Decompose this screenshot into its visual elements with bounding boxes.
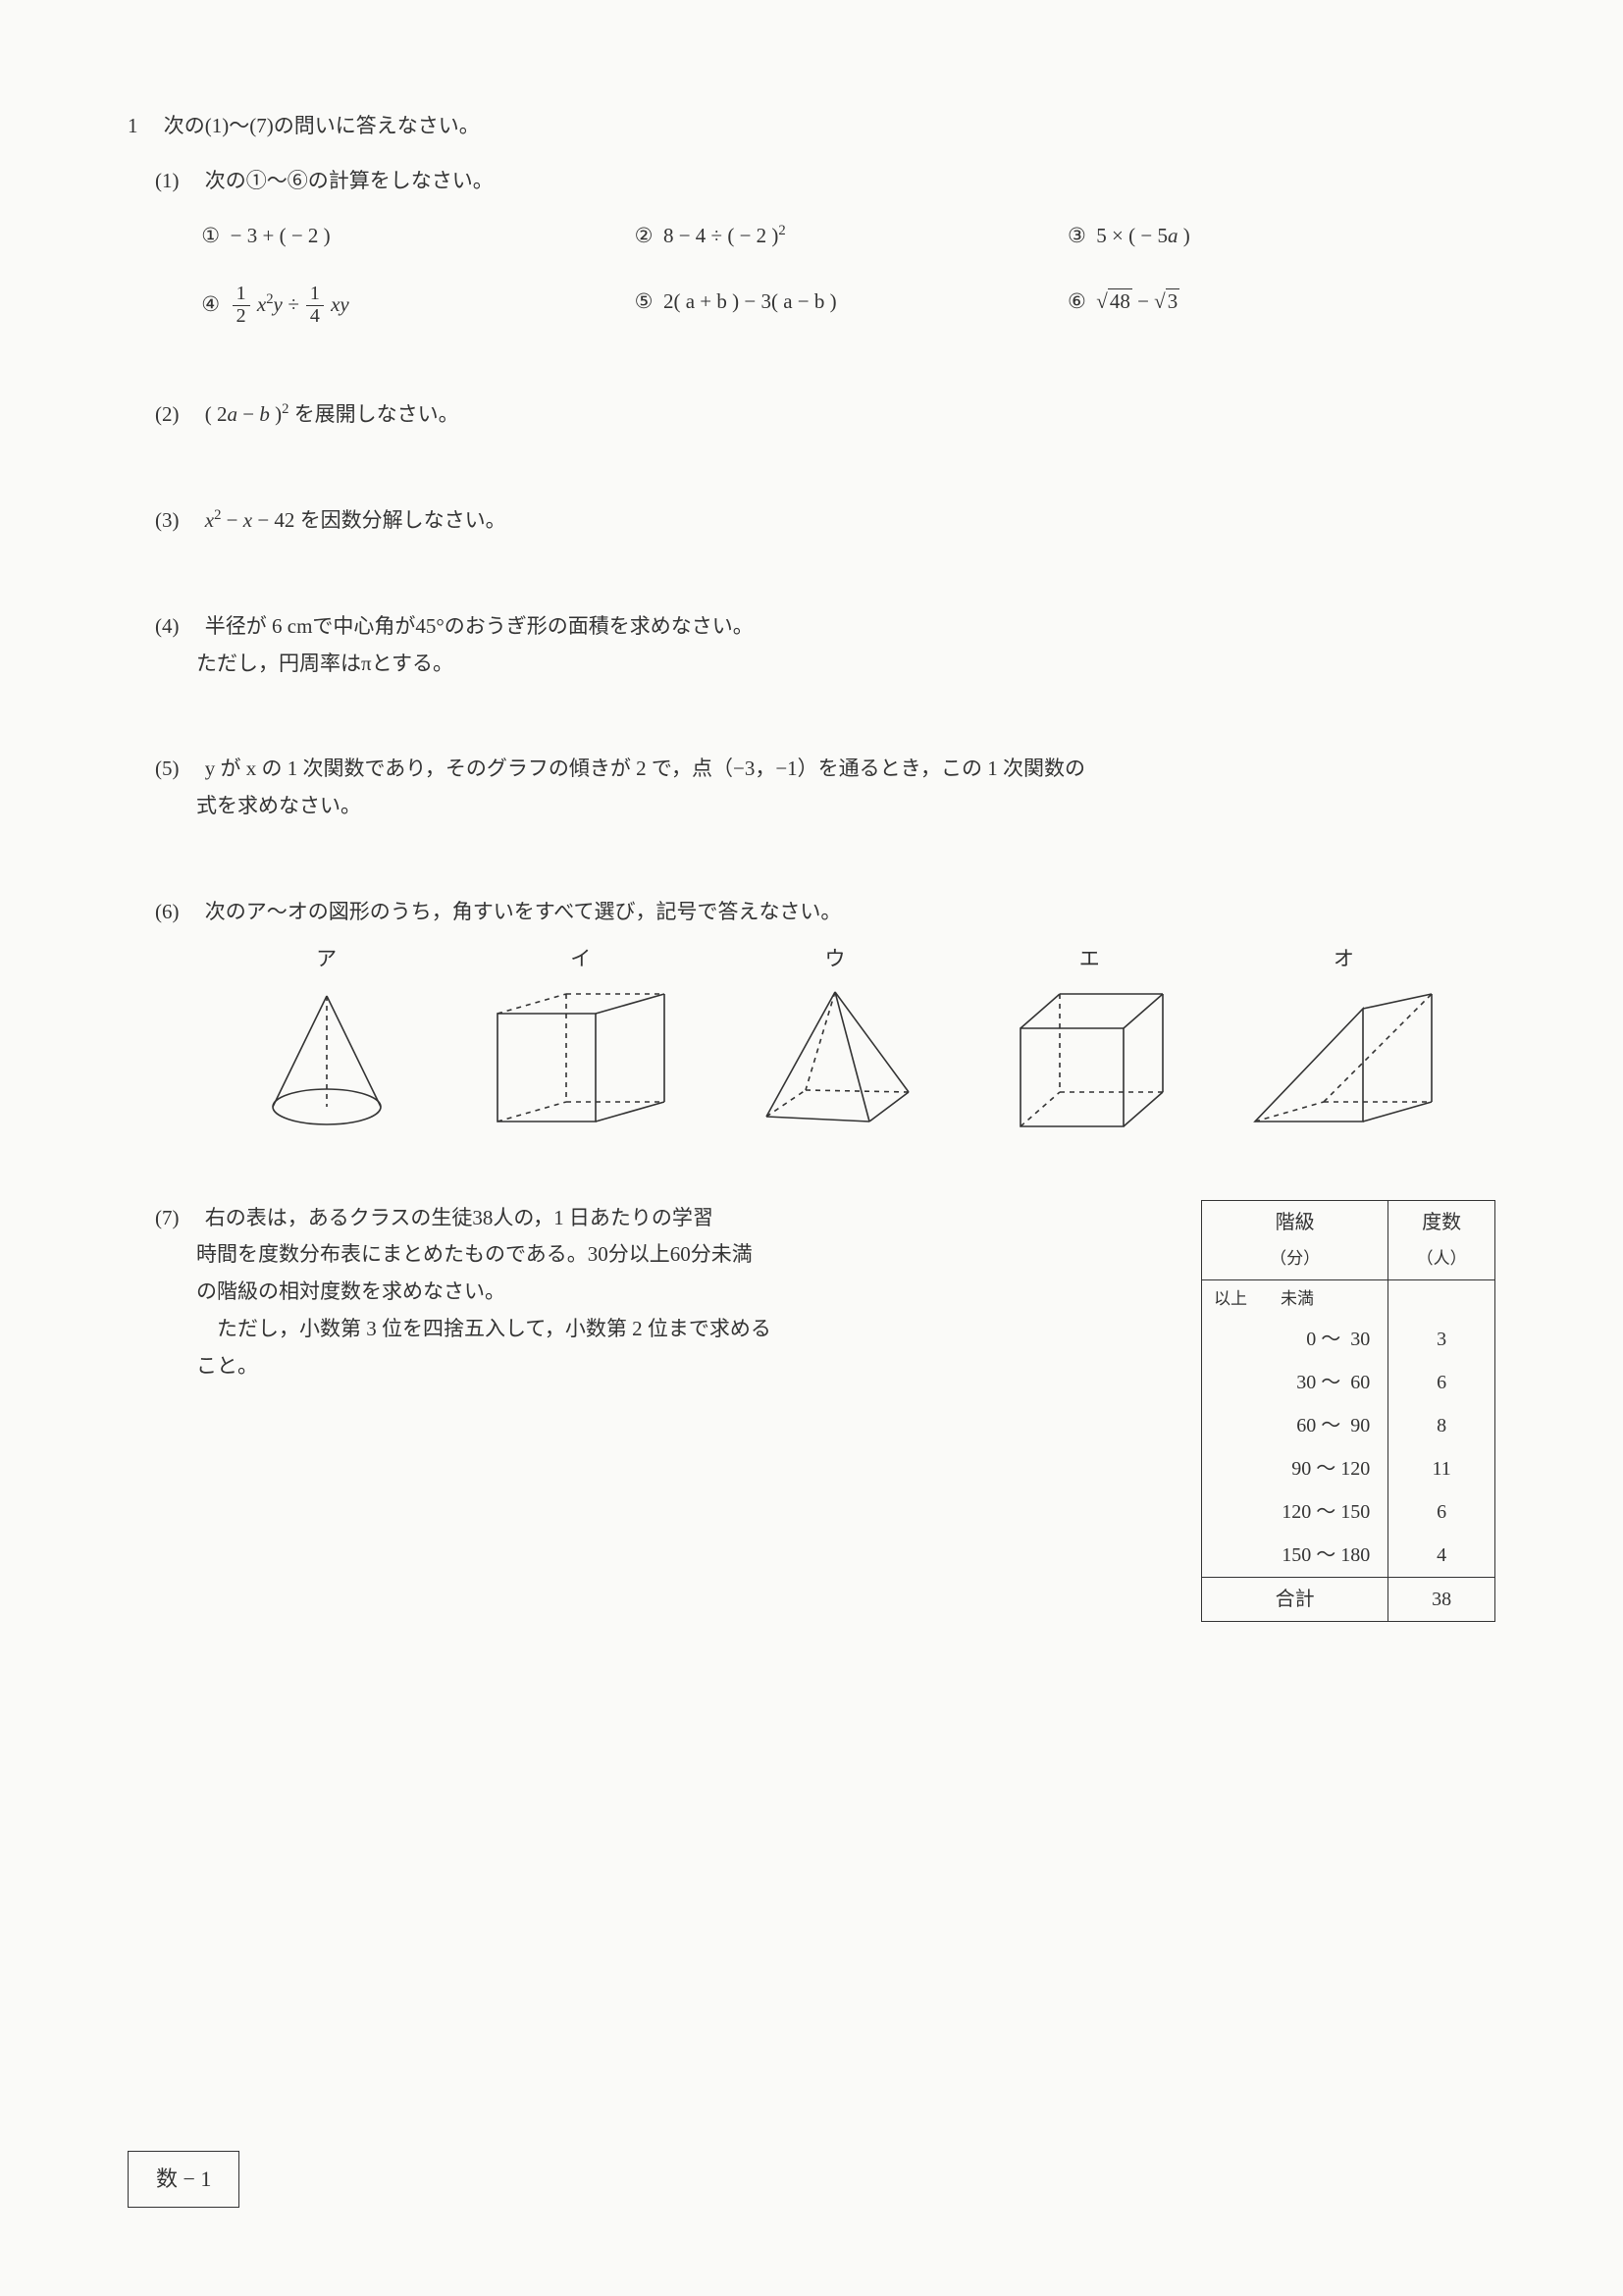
q1-item-5: ⑤ 2( a + b ) − 3( a − b ) [629,284,1062,328]
shape-d-label: エ [977,941,1202,978]
table-row-range: 30 〜 60 [1202,1361,1388,1404]
q1-e5: 2( a + b ) − 3( a − b ) [663,289,837,313]
q1-c3: ③ [1063,218,1091,255]
q2-label: (2) [155,402,180,426]
q1-row-2: ④ 12 x2y ÷ 14 xy ⑤ 2( a + b ) − 3( a − b… [196,284,1495,328]
cone-icon [253,984,400,1131]
q5-label: (5) [155,757,180,780]
total-label: 合計 [1202,1578,1388,1622]
q3-text: を因数分解しなさい。 [300,508,506,532]
shape-b-label: イ [468,941,693,978]
q1-e1: − 3 + ( − 2 ) [231,224,331,247]
ijou-miman: 以上 未満 [1202,1279,1388,1318]
table-row-range: 120 〜 150 [1202,1490,1388,1534]
q1-c1: ① [196,218,225,255]
q2-expr: ( 2a − b )2 [205,402,294,426]
table-row-range: 0 〜 30 [1202,1318,1388,1361]
q1-item-2: ② 8 − 4 ÷ ( − 2 )2 [629,218,1062,255]
q5-vary: y [205,757,216,780]
main-q-num: 1 [128,114,138,137]
question-main: 1 次の(1)〜(7)の問いに答えなさい。 [128,108,1495,145]
main-q-text: 次の(1)〜(7)の問いに答えなさい。 [164,114,480,137]
shape-d-cube: エ [977,941,1202,1131]
table-row-count: 8 [1388,1404,1495,1447]
table-row-range: 60 〜 90 [1202,1404,1388,1447]
th-class: 階級 （分） [1202,1200,1388,1279]
table-row-count: 4 [1388,1534,1495,1578]
q6-label: (6) [155,900,180,923]
th-count: 度数 （人） [1388,1200,1495,1279]
q1-item-4: ④ 12 x2y ÷ 14 xy [196,284,629,328]
q1-c4: ④ [196,287,225,324]
frequency-table: 階級 （分） 度数 （人） 以上 未満 0 〜 303 30 〜 606 60 … [1201,1200,1495,1623]
table-row-count: 11 [1388,1447,1495,1490]
q5-line1: の 1 次関数であり，そのグラフの傾きが 2 で，点（−3，−1）を通るとき，こ… [256,757,1085,780]
q7-text-block: (7) 右の表は，あるクラスの生徒38人の，1 日あたりの学習 時間を度数分布表… [155,1200,1152,1385]
q1-e2: 8 − 4 ÷ ( − 2 )2 [663,224,786,247]
q3-expr: x2 − x − 42 [205,508,300,532]
q1-item-3: ③ 5 × ( − 5a ) [1063,218,1495,255]
q1-c2: ② [629,218,657,255]
q2-text: を展開しなさい。 [294,402,459,426]
table-row-range: 150 〜 180 [1202,1534,1388,1578]
question-6: (6) 次のア〜オの図形のうち，角すいをすべて選び，記号で答えなさい。 ア イ [155,894,1495,1131]
q4-line2: ただし，円周率はπとする。 [196,652,453,675]
q6-shapes-row: ア イ ウ [214,941,1456,1131]
q1-item-6: ⑥ 48 − 3 [1063,284,1495,328]
shape-b-prism: イ [468,941,693,1131]
q1-row-1: ① − 3 + ( − 2 ) ② 8 − 4 ÷ ( − 2 )2 ③ 5 ×… [196,218,1495,255]
shape-a-cone: ア [214,941,439,1131]
q5-varx: x [246,757,257,780]
square-pyramid-icon [752,984,918,1131]
shape-e-triangular-prism: オ [1231,941,1456,1131]
q1-c6: ⑥ [1063,284,1091,321]
q6-text: 次のア〜オの図形のうち，角すいをすべて選び，記号で答えなさい。 [205,900,842,923]
shape-a-label: ア [214,941,439,978]
triangular-prism-2-icon [1245,984,1441,1131]
q3-label: (3) [155,508,180,532]
q1-label: (1) [155,169,180,192]
shape-c-pyramid: ウ [722,941,947,1131]
q1-e3: 5 × ( − 5a ) [1096,224,1189,247]
q1-text: 次の①〜⑥の計算をしなさい。 [205,169,494,192]
table-row-count: 6 [1388,1361,1495,1404]
q7-line4: ただし，小数第 3 位を四捨五入して，小数第 2 位まで求める [217,1317,771,1340]
q7-line5: こと。 [196,1354,258,1378]
question-3: (3) x2 − x − 42 を因数分解しなさい。 [155,502,1495,540]
q7-line2: 時間を度数分布表にまとめたものである。30分以上60分未満 [196,1242,753,1266]
page-footer: 数 − 1 [128,2151,239,2208]
q1-e4: 12 x2y ÷ 14 xy [231,292,349,316]
triangular-prism-icon [488,984,674,1131]
q7-label: (7) [155,1206,180,1229]
q7-line1: 右の表は，あるクラスの生徒38人の，1 日あたりの学習 [205,1206,713,1229]
question-5: (5) y が x の 1 次関数であり，そのグラフの傾きが 2 で，点（−3，… [155,751,1495,825]
q1-c5: ⑤ [629,284,657,321]
question-7: (7) 右の表は，あるクラスの生徒38人の，1 日あたりの学習 時間を度数分布表… [155,1200,1495,1623]
q1-e6: 48 − 3 [1096,289,1179,313]
shape-e-label: オ [1231,941,1456,978]
shape-c-label: ウ [722,941,947,978]
total-value: 38 [1388,1578,1495,1622]
q4-line1: 半径が 6 cmで中心角が45°のおうぎ形の面積を求めなさい。 [205,614,754,638]
q7-line3: の階級の相対度数を求めなさい。 [196,1279,505,1303]
cube-icon [1006,984,1173,1131]
q1-item-1: ① − 3 + ( − 2 ) [196,218,629,255]
table-row-count: 6 [1388,1490,1495,1534]
q5-line2: 式を求めなさい。 [196,794,361,817]
question-4: (4) 半径が 6 cmで中心角が45°のおうぎ形の面積を求めなさい。 ただし，… [155,608,1495,683]
table-row-range: 90 〜 120 [1202,1447,1388,1490]
q4-label: (4) [155,614,180,638]
table-row-count: 3 [1388,1318,1495,1361]
question-1: (1) 次の①〜⑥の計算をしなさい。 [155,163,1495,200]
question-2: (2) ( 2a − b )2 を展開しなさい。 [155,396,1495,434]
